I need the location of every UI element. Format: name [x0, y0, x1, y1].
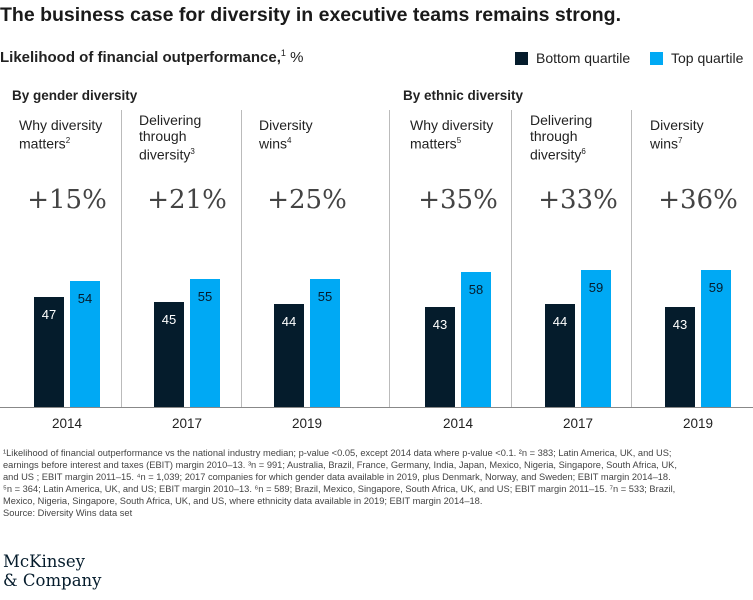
panel-divider — [631, 110, 632, 407]
panel-label-line: wins4 — [259, 133, 313, 152]
chart-subtitle: Likelihood of financial outperformance,1… — [0, 48, 303, 66]
panel-label-line: Delivering — [139, 112, 202, 128]
panel-divider — [389, 110, 390, 407]
legend-label-top: Top quartile — [671, 50, 744, 66]
bar-value-label: 55 — [317, 288, 333, 304]
bar-bottom-quartile: 44 — [274, 304, 304, 407]
panel-label-line: Delivering — [530, 112, 593, 128]
panel-label: Why diversity matters2 — [19, 117, 102, 152]
year-label: 2019 — [291, 416, 323, 431]
outperformance-percent: +35% — [418, 185, 498, 215]
bar-top-quartile: 55 — [310, 278, 340, 407]
footnotes: ¹Likelihood of financial outperformance … — [3, 448, 751, 519]
legend-top-quartile: Top quartile — [650, 50, 743, 66]
bar-value-label: 59 — [708, 279, 724, 295]
panel-label-line: through — [139, 128, 187, 144]
panel-label-line: through — [530, 128, 578, 144]
panel-label-text: wins — [259, 135, 288, 152]
subtitle-unit: % — [290, 49, 304, 66]
panel-label: Diversity wins7 — [650, 117, 704, 152]
legend-swatch-bottom — [515, 51, 528, 65]
bar-value-label: 55 — [197, 288, 213, 304]
year-label: 2019 — [682, 416, 714, 431]
footnote-line: and US ; EBIT margin 2011–15. ⁴n = 1,039… — [3, 471, 671, 482]
panel-label-text: diversity — [139, 146, 191, 163]
outperformance-percent: +25% — [267, 185, 347, 215]
logo-line1: McKinsey — [3, 552, 85, 571]
subtitle-text: Likelihood of financial outperformance, — [0, 49, 281, 66]
footnote-marker: 4 — [287, 136, 292, 145]
footnote-marker: 2 — [65, 136, 71, 145]
panel-divider — [241, 110, 242, 407]
panel-label-line: Diversity — [650, 117, 704, 133]
bar-bottom-quartile: 43 — [665, 306, 695, 407]
group-title: By ethnic diversity — [403, 88, 524, 103]
bar-bottom-quartile: 47 — [34, 297, 64, 407]
mckinsey-logo: McKinsey & Company — [3, 552, 101, 590]
year-label: 2017 — [562, 416, 594, 431]
bar-value-label: 59 — [588, 279, 604, 295]
panel-label-line: diversity3 — [139, 144, 201, 163]
legend-bottom-quartile: Bottom quartile — [515, 50, 630, 66]
bar-value-label: 44 — [281, 314, 297, 330]
panel-label-line: Diversity — [259, 117, 313, 133]
panel-label-line: wins7 — [650, 133, 704, 152]
bar-top-quartile: 55 — [190, 278, 220, 407]
panel-label-line: Why diversity — [19, 117, 103, 133]
panel-divider — [511, 110, 512, 407]
panel-label-text: wins — [650, 135, 679, 152]
bar-value-label: 43 — [672, 316, 688, 332]
footnote-marker: 5 — [456, 136, 462, 145]
group-title: By gender diversity — [12, 88, 138, 103]
panel-label-line: diversity6 — [530, 144, 592, 163]
bar-top-quartile: 54 — [70, 281, 100, 407]
bar-top-quartile: 59 — [581, 269, 611, 407]
panel-label: Why diversity matters5 — [410, 117, 493, 152]
bar-top-quartile: 59 — [701, 269, 731, 407]
bar-value-label: 43 — [432, 316, 448, 332]
subtitle-footnote-marker: 1 — [280, 48, 286, 58]
footnote-marker: 6 — [581, 147, 586, 156]
bar-value-label: 45 — [161, 312, 177, 328]
outperformance-percent: +33% — [538, 185, 618, 215]
panel-label: Delivering through diversity6 — [530, 112, 592, 163]
year-label: 2014 — [51, 416, 83, 431]
panel-label-line: matters2 — [19, 133, 102, 152]
panel-label: Delivering through diversity3 — [139, 112, 201, 163]
panel-label-text: matters — [19, 135, 66, 152]
footnote-marker: 7 — [678, 136, 683, 145]
baseline — [0, 407, 753, 408]
panel-label-text: matters — [410, 135, 457, 152]
panel-label-text: diversity — [530, 146, 582, 163]
bar-value-label: 54 — [77, 291, 93, 307]
panel-label-line: matters5 — [410, 133, 493, 152]
source-line: Source: Diversity Wins data set — [3, 507, 133, 518]
bar-bottom-quartile: 45 — [154, 302, 184, 407]
footnote-line: Mexico, Nigeria, Singapore, South Africa… — [3, 495, 483, 506]
outperformance-percent: +36% — [658, 185, 738, 215]
bar-value-label: 44 — [552, 314, 568, 330]
bar-value-label: 58 — [468, 281, 484, 297]
bar-value-label: 47 — [41, 307, 57, 323]
year-label: 2017 — [171, 416, 203, 431]
chart-title: The business case for diversity in execu… — [0, 4, 622, 26]
footnote-marker: 3 — [190, 147, 195, 156]
panel-divider — [121, 110, 122, 407]
bar-bottom-quartile: 44 — [545, 304, 575, 407]
outperformance-percent: +21% — [147, 185, 227, 215]
legend-label-bottom: Bottom quartile — [536, 50, 631, 66]
footnote-line: earnings before interest and taxes (EBIT… — [3, 459, 677, 470]
footnote-line: ¹Likelihood of financial outperformance … — [3, 448, 672, 458]
legend-swatch-top — [650, 51, 663, 65]
bar-top-quartile: 58 — [461, 271, 491, 407]
footnote-line: ⁵n = 364; Latin America, UK, and US; EBI… — [3, 483, 676, 494]
panel-label-line: Why diversity — [410, 117, 494, 133]
year-label: 2014 — [442, 416, 474, 431]
bar-bottom-quartile: 43 — [425, 306, 455, 407]
logo-line2: & Company — [3, 571, 102, 590]
panel-label: Diversity wins4 — [259, 117, 313, 152]
outperformance-percent: +15% — [27, 185, 107, 215]
